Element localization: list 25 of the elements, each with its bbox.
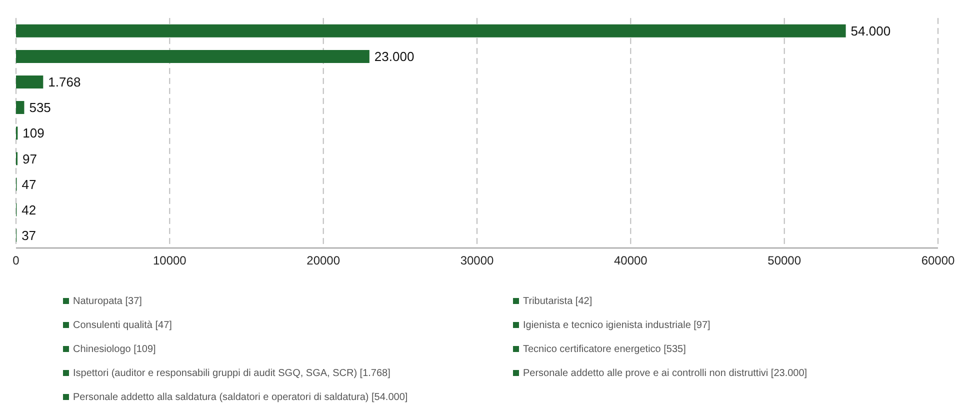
data-label: 23.000	[374, 49, 414, 64]
x-tick-label: 20000	[306, 254, 340, 268]
legend-label: Chinesiologo [109]	[73, 344, 156, 355]
data-label: 54.000	[850, 24, 891, 39]
x-tick-label: 60000	[921, 254, 956, 268]
legend-label: Tecnico certificatore energetico [535]	[523, 344, 686, 355]
legend-label: Ispettori (auditor e responsabili gruppi di audit SGQ, SGA, SCR) [1.768]	[73, 368, 390, 379]
legend-label: Personale addetto alla saldatura (saldatori e operatori di saldatura) [54.000]	[73, 392, 408, 403]
data-label: 97	[22, 151, 37, 166]
x-tick-label: 30000	[460, 254, 494, 268]
data-label: 37	[22, 228, 36, 243]
data-label: 47	[22, 176, 36, 192]
x-tick-label: 0	[12, 254, 20, 268]
data-label: 42	[22, 202, 36, 218]
legend-label: Personale addetto alle prove e ai controlli non distruttivi [23.000]	[523, 368, 808, 379]
x-tick-label: 50000	[768, 254, 802, 268]
data-label: 535	[29, 100, 51, 116]
data-label: 1.768	[48, 74, 81, 90]
x-tick-label: 40000	[614, 254, 648, 268]
legend-label: Igienista e tecnico igienista industriale [97]	[523, 320, 710, 331]
legend-label: Consulenti qualità [47]	[73, 320, 172, 331]
x-tick-label: 10000	[152, 254, 187, 268]
legend-label: Naturopata [37]	[73, 296, 142, 307]
data-label: 109	[22, 126, 44, 141]
legend-label: Tributarista [42]	[523, 296, 592, 307]
